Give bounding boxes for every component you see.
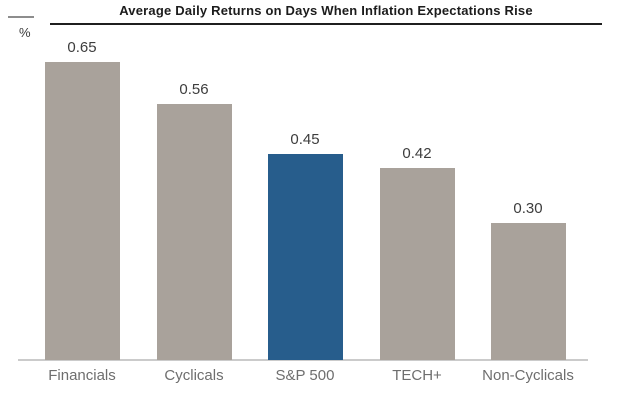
bar — [380, 168, 455, 360]
bar-value-label: 0.42 — [402, 145, 432, 162]
bar — [157, 104, 232, 360]
category-label: Non-Cyclicals — [482, 367, 574, 384]
category-label: S&P 500 — [275, 367, 335, 384]
x-axis-line — [18, 359, 588, 361]
bar — [491, 223, 566, 360]
y-axis-unit-label: % — [19, 25, 31, 40]
bar-value-label: 0.65 — [67, 39, 97, 56]
bar — [268, 154, 343, 360]
header-left-rule — [8, 16, 34, 18]
chart-title: Average Daily Returns on Days When Infla… — [119, 3, 533, 18]
category-label: Cyclicals — [164, 367, 224, 384]
bar-value-label: 0.45 — [290, 131, 320, 148]
category-label: Financials — [48, 367, 116, 384]
chart-title-block: Average Daily Returns on Days When Infla… — [50, 0, 602, 25]
bar — [45, 62, 120, 360]
bar-value-label: 0.30 — [513, 200, 543, 217]
category-label: TECH+ — [392, 367, 442, 384]
bar-value-label: 0.56 — [179, 81, 209, 98]
